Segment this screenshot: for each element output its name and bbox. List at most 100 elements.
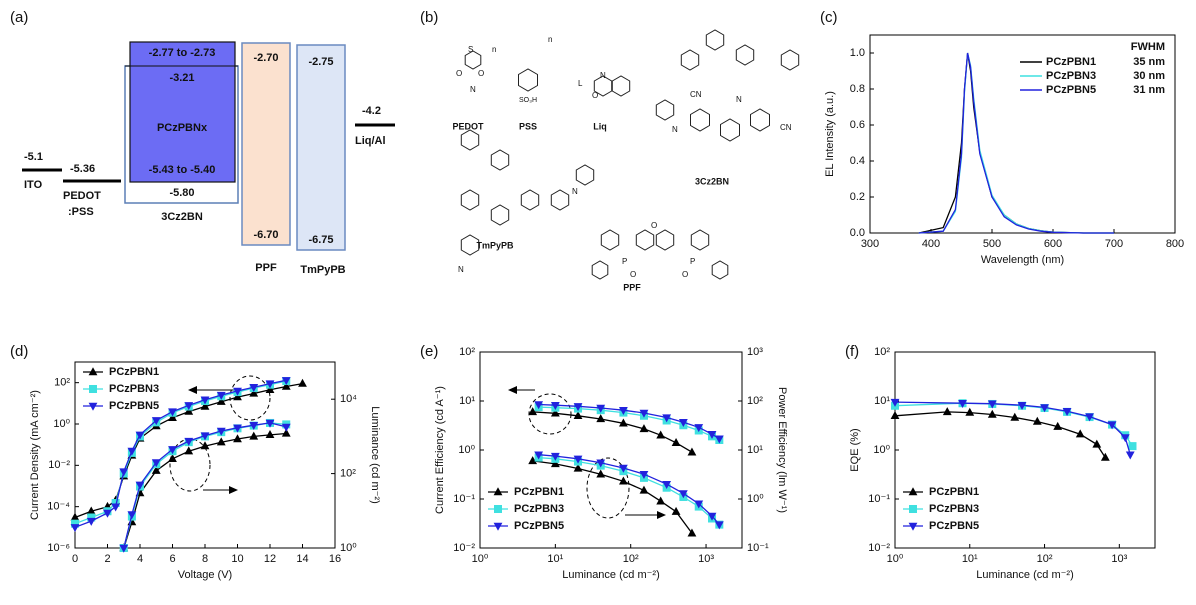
marker bbox=[550, 402, 560, 411]
marker bbox=[151, 465, 161, 474]
marker bbox=[168, 453, 177, 462]
atom: S bbox=[468, 45, 473, 54]
marker bbox=[200, 432, 210, 441]
marker bbox=[550, 452, 560, 461]
marker bbox=[596, 404, 606, 413]
arrow-head bbox=[657, 511, 666, 519]
series-line bbox=[894, 411, 1106, 458]
series-line bbox=[918, 52, 1114, 234]
marker bbox=[534, 451, 544, 460]
marker bbox=[528, 456, 538, 465]
marker bbox=[1032, 416, 1042, 425]
y-tick-label: 10⁻⁶ bbox=[47, 542, 70, 554]
series-line bbox=[538, 403, 720, 440]
x-tick-label: 0 bbox=[72, 553, 78, 565]
x-tick-label: 10 bbox=[231, 553, 243, 565]
legend-fwhm: 30 nm bbox=[1133, 70, 1165, 82]
ring bbox=[593, 75, 613, 97]
marker bbox=[233, 392, 242, 401]
marker bbox=[86, 506, 96, 515]
x-tick-label: 10⁰ bbox=[472, 553, 489, 565]
marker bbox=[216, 391, 226, 400]
legend-fwhm: 35 nm bbox=[1133, 56, 1165, 68]
marker bbox=[707, 431, 717, 440]
level: -6.70 bbox=[253, 229, 278, 241]
atom: CN bbox=[780, 123, 792, 132]
y-tick-label: 10² bbox=[459, 346, 475, 358]
marker bbox=[987, 409, 997, 418]
marker bbox=[151, 417, 161, 426]
marker bbox=[184, 406, 194, 415]
x-tick-label: 6 bbox=[169, 553, 175, 565]
marker bbox=[119, 468, 129, 477]
marker bbox=[687, 528, 697, 537]
legend-label: PCzPBN1 bbox=[514, 486, 564, 498]
marker bbox=[1092, 439, 1102, 448]
y2-tick-label: 10⁻¹ bbox=[747, 542, 769, 554]
x-axis-label: Luminance (cd m⁻²) bbox=[976, 569, 1074, 581]
series-line bbox=[894, 402, 1134, 447]
x-axis-label: Voltage (V) bbox=[178, 569, 232, 581]
marker bbox=[233, 424, 242, 433]
marker bbox=[694, 500, 704, 509]
marker bbox=[249, 384, 259, 393]
marker bbox=[135, 481, 145, 490]
marker bbox=[265, 385, 275, 394]
marker bbox=[618, 406, 628, 415]
x-tick-label: 600 bbox=[1044, 238, 1062, 250]
atom: N bbox=[458, 265, 464, 274]
level: -5.1 bbox=[24, 151, 43, 163]
x-tick-label: 14 bbox=[296, 553, 308, 565]
y-tick-label: 0.4 bbox=[850, 155, 865, 167]
ring bbox=[520, 189, 540, 211]
marker bbox=[168, 412, 177, 421]
atom: N bbox=[672, 125, 678, 134]
level: -3.21 bbox=[169, 72, 194, 84]
marker bbox=[265, 419, 275, 428]
plot-frame bbox=[894, 351, 1156, 549]
marker bbox=[86, 517, 96, 526]
y2-tick-label: 10⁰ bbox=[340, 542, 357, 554]
ring bbox=[464, 50, 482, 70]
legend-label: PCzPBN3 bbox=[1046, 70, 1096, 82]
marker bbox=[534, 401, 544, 410]
marker bbox=[908, 487, 918, 496]
ring bbox=[720, 118, 740, 142]
marker bbox=[135, 431, 145, 440]
y-tick-label: 10⁻⁴ bbox=[47, 501, 70, 513]
ring bbox=[711, 260, 729, 280]
atom: P bbox=[690, 257, 695, 266]
atom: O bbox=[682, 270, 688, 279]
marker bbox=[249, 431, 259, 440]
y-tick-label: 10² bbox=[54, 377, 70, 389]
legend-label: PCzPBN5 bbox=[929, 520, 979, 532]
atom: n bbox=[548, 35, 552, 44]
panel-label: (d) bbox=[10, 343, 28, 360]
y-axis-label: EQE (%) bbox=[849, 428, 861, 471]
level: -2.70 bbox=[253, 52, 278, 64]
dashed-circle bbox=[229, 375, 271, 421]
marker bbox=[87, 513, 96, 522]
y-axis-label: Current Efficiency (cd A⁻¹) bbox=[434, 386, 446, 514]
y-tick-label: 1.0 bbox=[850, 47, 865, 59]
x-tick-label: 10¹ bbox=[962, 553, 978, 565]
marker bbox=[70, 512, 80, 521]
marker bbox=[265, 430, 275, 439]
y2-tick-label: 10² bbox=[340, 468, 356, 480]
marker bbox=[127, 447, 137, 456]
atom: SO₃H bbox=[519, 97, 537, 104]
marker bbox=[281, 428, 291, 437]
x-tick-label: 8 bbox=[202, 553, 208, 565]
x-tick-label: 10² bbox=[1037, 553, 1053, 565]
marker bbox=[573, 410, 583, 419]
label: TmPyPB bbox=[300, 264, 345, 276]
x-tick-label: 10² bbox=[623, 553, 639, 565]
atom: N bbox=[572, 187, 578, 196]
marker bbox=[494, 505, 502, 513]
marker bbox=[1017, 402, 1027, 411]
marker bbox=[89, 385, 97, 393]
x-tick-label: 16 bbox=[329, 553, 341, 565]
ring bbox=[518, 68, 538, 92]
marker bbox=[281, 381, 291, 390]
